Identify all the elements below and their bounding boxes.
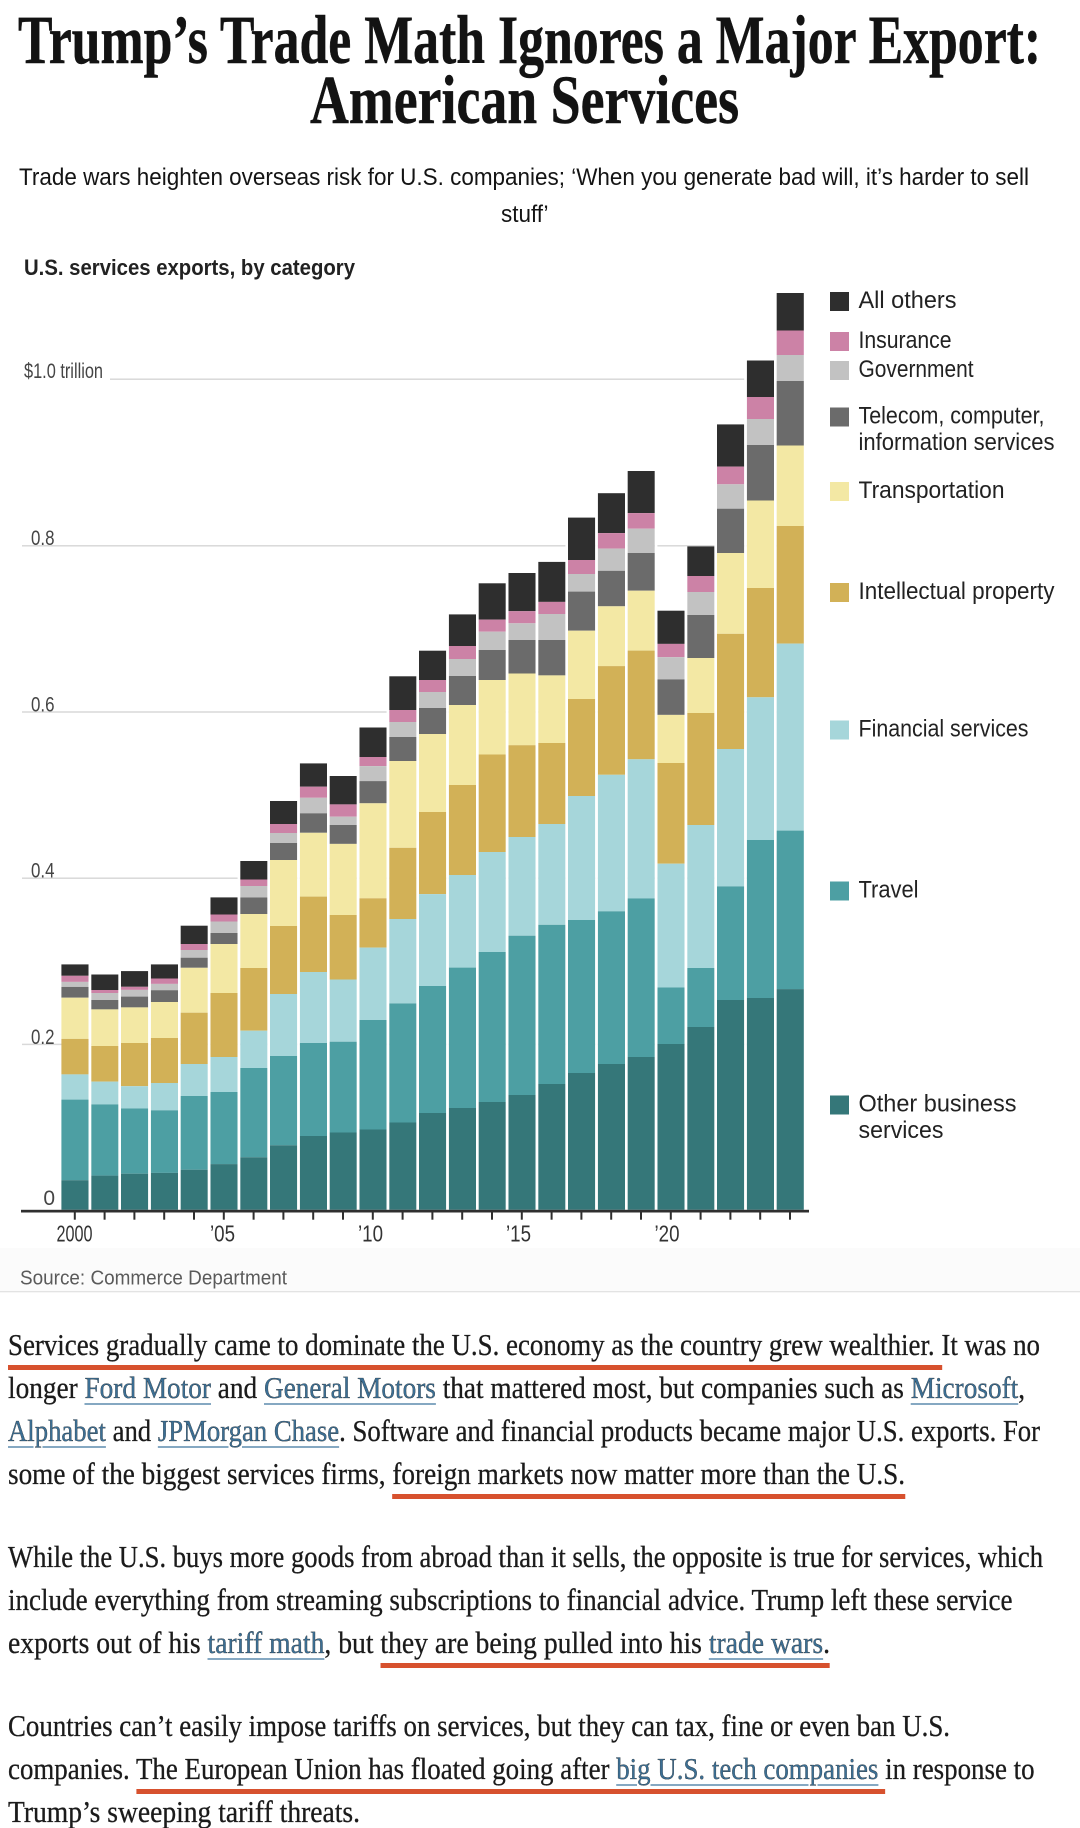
svg-text:’10: ’10 [358, 1221, 383, 1247]
svg-text:2000: 2000 [57, 1221, 93, 1247]
svg-text:Intellectual property: Intellectual property [859, 578, 1055, 605]
svg-text:Travel: Travel [859, 877, 919, 904]
svg-text:Insurance: Insurance [859, 327, 952, 354]
svg-text:’15: ’15 [506, 1221, 531, 1247]
svg-text:Other business: Other business [859, 1091, 1017, 1118]
svg-text:0.4: 0.4 [31, 860, 55, 883]
svg-text:services: services [859, 1117, 944, 1144]
svg-text:Telecom, computer,: Telecom, computer, [859, 403, 1045, 430]
svg-text:Financial services: Financial services [859, 716, 1029, 743]
svg-text:0.8: 0.8 [31, 527, 55, 550]
svg-text:’05: ’05 [210, 1221, 235, 1247]
svg-text:$1.0 trillion: $1.0 trillion [24, 360, 103, 383]
svg-text:Government: Government [859, 356, 974, 383]
svg-text:’20: ’20 [655, 1221, 680, 1247]
svg-text:0: 0 [43, 1187, 55, 1210]
svg-text:0.2: 0.2 [31, 1026, 55, 1049]
svg-text:Transportation: Transportation [859, 477, 1005, 504]
svg-text:All others: All others [859, 287, 957, 314]
svg-text:0.6: 0.6 [31, 693, 55, 716]
svg-text:Source: Commerce Department: Source: Commerce Department [20, 1267, 287, 1290]
svg-text:information services: information services [859, 429, 1055, 456]
